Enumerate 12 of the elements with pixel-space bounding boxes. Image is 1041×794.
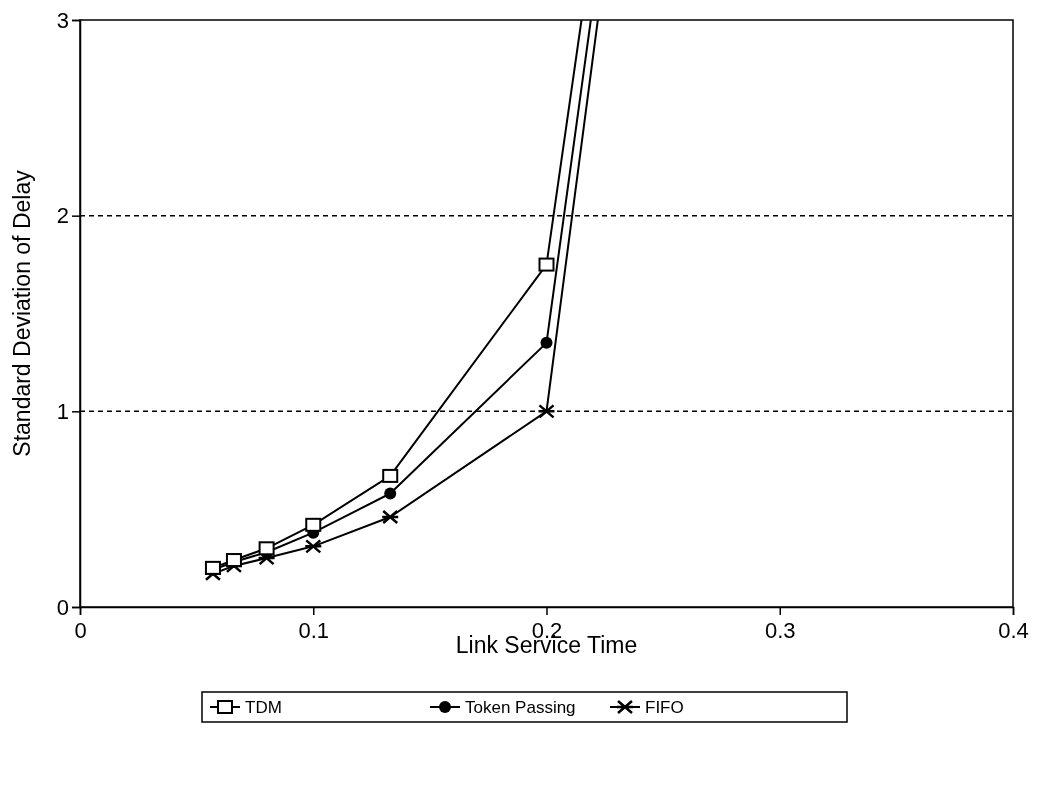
x-tick-label: 0: [74, 617, 87, 643]
y-tick-label: 2: [56, 203, 69, 229]
y-axis-title: Standard Deviation of Delay: [9, 169, 35, 457]
legend-label: FIFO: [645, 698, 684, 717]
y-tick-label: 3: [56, 7, 69, 33]
x-tick-label: 0.3: [764, 617, 796, 643]
legend-label: Token Passing: [465, 698, 576, 717]
y-tick-label: 0: [56, 594, 69, 620]
y-tick-label: 1: [56, 398, 69, 424]
x-tick-label: 0.4: [998, 617, 1029, 643]
legend-label: TDM: [245, 698, 282, 717]
x-tick-label: 0.1: [298, 617, 330, 643]
